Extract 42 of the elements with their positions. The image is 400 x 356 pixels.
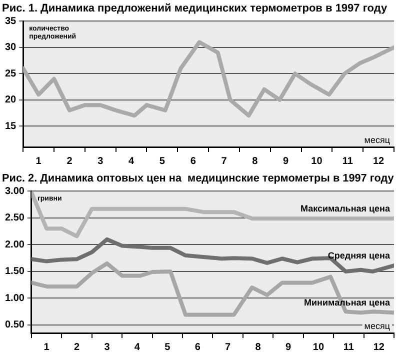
x-tick-label: 11	[343, 342, 354, 353]
y-tick-label: 15	[5, 120, 17, 132]
y-tick-label: 1.50	[4, 266, 25, 278]
x-tick-label: 5	[164, 342, 171, 353]
x-tick-label: 10	[311, 156, 323, 167]
x-tick-label: 10	[312, 342, 324, 353]
x-tick-label: 6	[194, 342, 201, 353]
y-tick-label: 35	[5, 16, 17, 27]
chart-title: Рис. 2. Динамика оптовых цен на медицинские термометры в 1997 году	[2, 172, 395, 185]
x-tick-label: 2	[66, 156, 73, 167]
series-label: Минимальная цена	[304, 298, 391, 308]
x-tick-label: 9	[283, 156, 290, 167]
x-tick-label: 2	[74, 342, 80, 353]
y-tick-label: 2.50	[4, 212, 25, 224]
x-tick-label: 3	[98, 156, 104, 167]
series-label: Максимальная цена	[300, 203, 391, 214]
x-tick-label: 6	[190, 156, 196, 167]
x-tick-label: 9	[285, 342, 292, 353]
x-axis-title: месяц	[364, 134, 390, 145]
y-tick-label: 3.00	[4, 186, 25, 197]
y-tick-label: 30	[5, 42, 17, 54]
series-label: Средняя цена	[328, 250, 391, 261]
x-tick-label: 12	[372, 156, 385, 167]
x-tick-label: 3	[104, 342, 110, 353]
chart-title: Рис. 1. Динамика предложений медицинских термометров в 1997 году	[2, 2, 388, 15]
x-axis-title: месяц	[364, 320, 390, 331]
x-tick-label: 1	[44, 342, 50, 353]
x-tick-label: 5	[159, 156, 166, 167]
y-tick-label: 1.00	[4, 292, 25, 304]
x-tick-label: 4	[128, 156, 135, 167]
x-tick-label: 4	[134, 342, 140, 353]
y-tick-label: 0.50	[4, 320, 25, 331]
y-tick-label: 25	[5, 68, 17, 80]
y-tick-label: 2.00	[4, 239, 25, 250]
x-tick-label: 8	[252, 156, 258, 167]
x-tick-label: 1	[36, 156, 42, 167]
x-tick-label: 7	[221, 156, 228, 167]
x-tick-label: 8	[255, 342, 262, 353]
x-tick-label: 7	[225, 342, 232, 353]
x-tick-label: 12	[373, 342, 385, 353]
x-tick-label: 11	[342, 156, 354, 167]
y-tick-label: 20	[5, 94, 17, 106]
